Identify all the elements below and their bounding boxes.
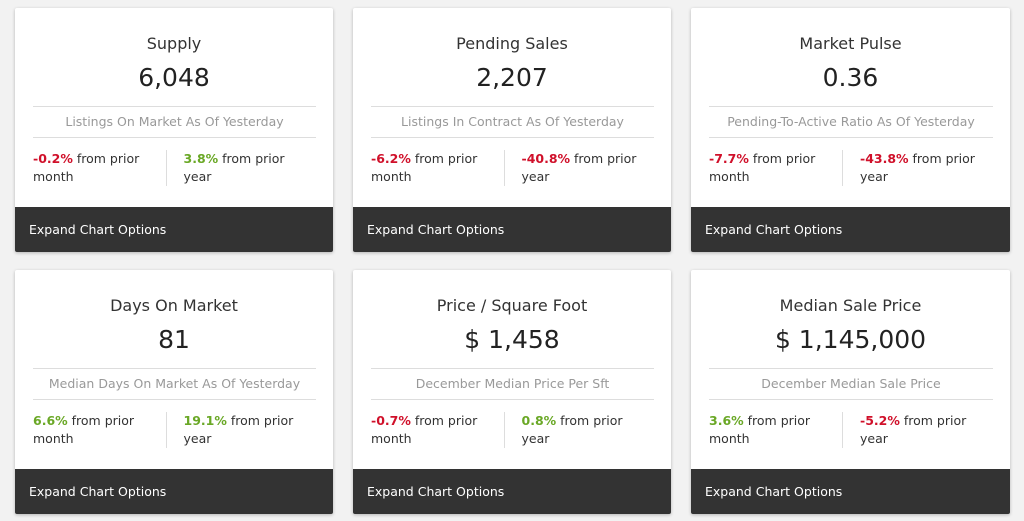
year-change-label: from prior year [183,413,294,446]
year-change-label: from prior year [183,151,285,184]
year-change: -5.2% from prior year [842,412,993,448]
card-subtitle: December Median Price Per Sft [371,368,654,400]
metric-card: Price / Square Foot $ 1,458 December Med… [353,270,671,514]
expand-chart-options-button[interactable]: Expand Chart Options [15,207,333,252]
month-change-value: -6.2% [371,151,411,166]
card-value: 6,048 [138,63,210,92]
month-change-label: from prior month [709,151,816,184]
year-change-label: from prior year [521,413,623,446]
expand-chart-options-button[interactable]: Expand Chart Options [353,207,671,252]
year-change-label: from prior year [860,413,967,446]
metric-card: Pending Sales 2,207 Listings In Contract… [353,8,671,252]
card-title: Pending Sales [456,34,568,53]
expand-chart-options-button[interactable]: Expand Chart Options [691,469,1010,514]
card-title: Median Sale Price [779,296,922,315]
metric-card: Days On Market 81 Median Days On Market … [15,270,333,514]
change-stats: -0.2% from prior month 3.8% from prior y… [33,150,316,186]
month-change: 3.6% from prior month [709,412,842,448]
month-change: -0.2% from prior month [33,150,166,186]
card-title: Supply [146,34,202,53]
change-stats: 6.6% from prior month 19.1% from prior y… [33,412,316,448]
card-title: Market Pulse [799,34,902,53]
change-stats: -7.7% from prior month -43.8% from prior… [709,150,993,186]
month-change-label: from prior month [371,151,478,184]
metric-card: Median Sale Price $ 1,145,000 December M… [691,270,1010,514]
year-change-value: 19.1% [183,413,227,428]
card-value: $ 1,145,000 [774,325,927,354]
card-subtitle: Median Days On Market As Of Yesterday [33,368,316,400]
month-change-label: from prior month [33,413,135,446]
card-title: Days On Market [110,296,238,315]
change-stats: 3.6% from prior month -5.2% from prior y… [709,412,993,448]
month-change-label: from prior month [33,151,140,184]
metric-card: Market Pulse 0.36 Pending-To-Active Rati… [691,8,1010,252]
year-change: 0.8% from prior year [503,412,655,448]
year-change: 19.1% from prior year [165,412,317,448]
month-change: -0.7% from prior month [371,412,504,448]
year-change: -40.8% from prior year [503,150,655,186]
month-change-value: -0.7% [371,413,411,428]
year-change-value: 3.8% [183,151,219,166]
month-change-value: 6.6% [33,413,68,428]
year-change-value: -5.2% [860,413,900,428]
year-change: -43.8% from prior year [842,150,993,186]
expand-chart-options-button[interactable]: Expand Chart Options [691,207,1010,252]
year-change-value: -43.8% [860,151,909,166]
card-value: 2,207 [476,63,548,92]
card-subtitle: Listings On Market As Of Yesterday [33,106,316,138]
change-stats: -6.2% from prior month -40.8% from prior… [371,150,654,186]
year-change-value: 0.8% [521,413,557,428]
card-value: 0.36 [822,63,879,92]
expand-chart-options-button[interactable]: Expand Chart Options [15,469,333,514]
card-subtitle: Listings In Contract As Of Yesterday [371,106,654,138]
change-stats: -0.7% from prior month 0.8% from prior y… [371,412,654,448]
month-change: -6.2% from prior month [371,150,504,186]
month-change-value: -7.7% [709,151,749,166]
year-change: 3.8% from prior year [165,150,317,186]
metric-card: Supply 6,048 Listings On Market As Of Ye… [15,8,333,252]
metrics-grid: Supply 6,048 Listings On Market As Of Ye… [15,8,1010,514]
month-change-value: -0.2% [33,151,73,166]
year-change-label: from prior year [860,151,975,184]
expand-chart-options-button[interactable]: Expand Chart Options [353,469,671,514]
card-subtitle: December Median Sale Price [709,368,993,400]
card-value: $ 1,458 [464,325,560,354]
month-change-label: from prior month [371,413,478,446]
month-change: 6.6% from prior month [33,412,166,448]
year-change-value: -40.8% [521,151,571,166]
month-change-value: 3.6% [709,413,744,428]
card-value: 81 [158,325,190,354]
card-subtitle: Pending-To-Active Ratio As Of Yesterday [709,106,993,138]
year-change-label: from prior year [521,151,637,184]
card-title: Price / Square Foot [436,296,588,315]
month-change-label: from prior month [709,413,811,446]
month-change: -7.7% from prior month [709,150,842,186]
